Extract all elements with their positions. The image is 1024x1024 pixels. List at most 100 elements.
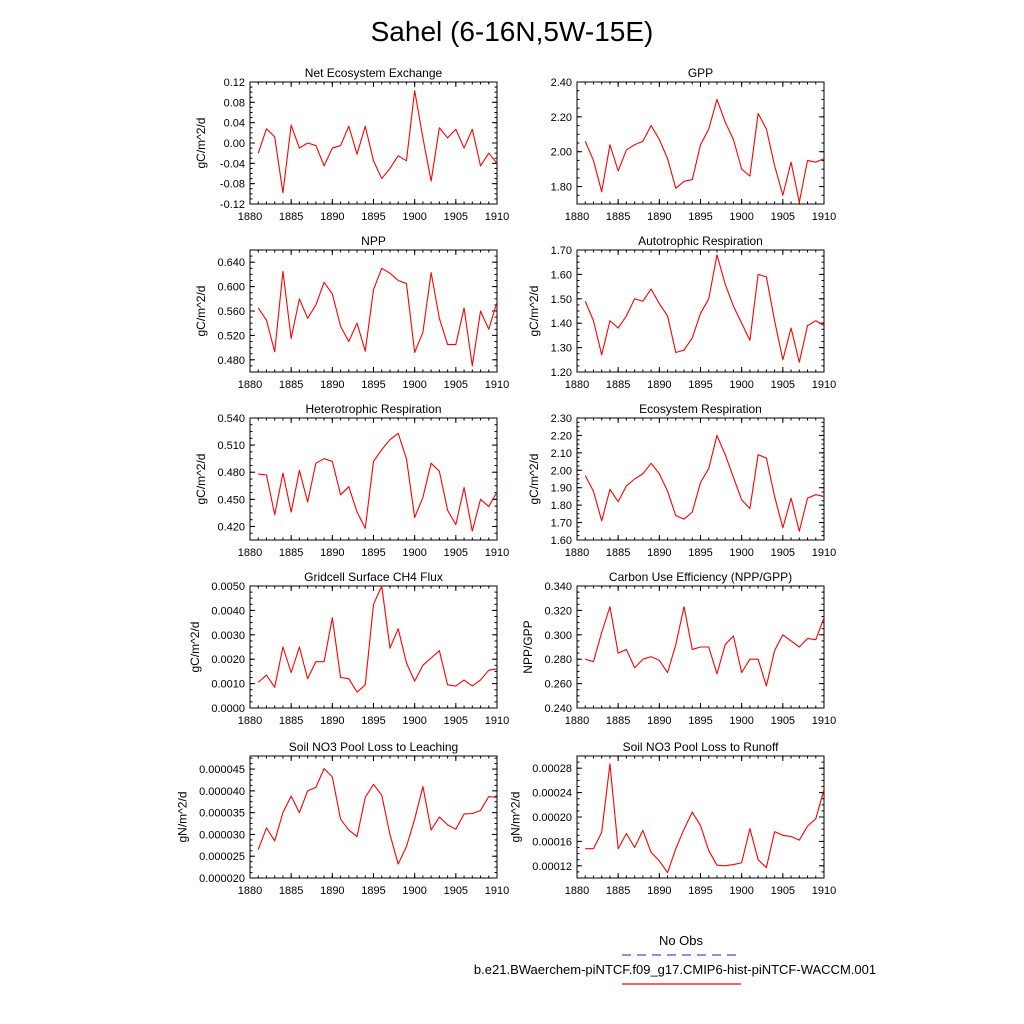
x-tick-label: 1900 <box>729 211 753 223</box>
x-tick-label: 1880 <box>565 379 589 391</box>
y-tick-label: 0.450 <box>217 494 245 506</box>
y-axis-label: gN/m^2/d <box>509 792 523 843</box>
x-tick-label: 1905 <box>444 885 468 897</box>
y-tick-label: 0.000020 <box>199 873 245 885</box>
x-tick-label: 1880 <box>238 547 262 559</box>
series-line-1 <box>257 768 498 865</box>
series-line-1 <box>257 585 498 693</box>
y-tick-label: 2.20 <box>551 112 572 124</box>
plot-frame <box>576 417 825 541</box>
panel-title: Soil NO3 Pool Loss to Leaching <box>289 740 458 754</box>
x-tick-label: 1890 <box>647 211 671 223</box>
x-tick-label: 1910 <box>485 885 509 897</box>
y-tick-label: 0.0020 <box>211 654 245 666</box>
y-tick-label: 0.520 <box>217 330 245 342</box>
x-tick-label: 1885 <box>606 211 630 223</box>
y-tick-label: 0.420 <box>217 521 245 533</box>
x-tick-label: 1885 <box>279 211 303 223</box>
x-tick-label: 1885 <box>606 885 630 897</box>
y-axis-label: gC/m^2/d <box>194 118 208 169</box>
plot-frame <box>576 755 825 879</box>
x-tick-label: 1880 <box>238 379 262 391</box>
y-tick-label: 1.90 <box>551 483 572 495</box>
x-tick-label: 1895 <box>361 547 385 559</box>
x-tick-label: 1885 <box>279 547 303 559</box>
x-tick-label: 1880 <box>565 715 589 727</box>
panel-title: Autotrophic Respiration <box>638 234 763 248</box>
x-tick-label: 1880 <box>238 885 262 897</box>
x-tick-label: 1910 <box>812 547 836 559</box>
panel-10: Soil NO3 Pool Loss to Runoff 1880 1885 1890… <box>509 740 837 897</box>
x-tick-label: 1880 <box>565 885 589 897</box>
x-tick-label: 1895 <box>688 885 712 897</box>
x-tick-label: 1910 <box>485 211 509 223</box>
y-tick-label: 2.40 <box>551 77 572 89</box>
y-tick-label: 0.480 <box>217 355 245 367</box>
series-line-1 <box>584 98 825 203</box>
x-tick-label: 1900 <box>402 547 426 559</box>
panels-group: Net Ecosystem Exchange 1880 1885 1890 1895 19… <box>175 66 836 897</box>
series-line-1 <box>584 434 825 532</box>
panel-6: Ecosystem Respiration 1880 1885 1890 1895 190… <box>527 402 836 559</box>
x-tick-label: 1890 <box>647 547 671 559</box>
x-tick-label: 1910 <box>485 379 509 391</box>
y-tick-label: 1.80 <box>551 500 572 512</box>
x-tick-label: 1910 <box>812 885 836 897</box>
plot-frame <box>249 249 498 373</box>
x-tick-label: 1895 <box>361 379 385 391</box>
y-tick-label: 0.300 <box>544 630 572 642</box>
x-tick-label: 1910 <box>812 211 836 223</box>
series-line-1 <box>257 90 498 194</box>
x-tick-label: 1885 <box>279 715 303 727</box>
x-tick-label: 1905 <box>444 211 468 223</box>
x-tick-label: 1890 <box>320 379 344 391</box>
x-tick-label: 1900 <box>729 885 753 897</box>
x-tick-label: 1900 <box>402 379 426 391</box>
series-line-1 <box>584 254 825 363</box>
series-line-1 <box>585 763 825 874</box>
y-tick-label: 1.60 <box>551 269 572 281</box>
x-tick-label: 1905 <box>771 715 795 727</box>
y-tick-label: 1.50 <box>551 294 572 306</box>
y-tick-label: 0.000030 <box>199 829 245 841</box>
y-tick-label: 2.10 <box>551 448 572 460</box>
x-tick-label: 1900 <box>729 547 753 559</box>
x-tick-label: 1890 <box>320 885 344 897</box>
x-tick-label: 1900 <box>729 379 753 391</box>
y-tick-label: 0.00024 <box>532 788 572 800</box>
y-tick-label: 0.0050 <box>211 581 245 593</box>
y-axis-label: gC/m^2/d <box>194 286 208 337</box>
series-line-1 <box>585 606 825 687</box>
panel-9: Soil NO3 Pool Loss to Leaching 1880 1885 18… <box>175 740 509 897</box>
x-tick-label: 1885 <box>279 885 303 897</box>
y-tick-label: -0.04 <box>220 158 245 170</box>
x-tick-label: 1895 <box>361 211 385 223</box>
plot-frame <box>249 81 498 205</box>
panel-3: NPP 1880 1885 1890 1895 1900 1905 1910 0.480 0.52… <box>194 234 509 391</box>
panel-title: GPP <box>688 66 713 80</box>
x-tick-label: 1885 <box>279 379 303 391</box>
x-tick-label: 1905 <box>771 379 795 391</box>
y-tick-label: 0.0010 <box>211 679 245 691</box>
x-tick-label: 1885 <box>606 715 630 727</box>
x-tick-label: 1900 <box>402 715 426 727</box>
y-tick-label: 0.000045 <box>199 764 245 776</box>
y-tick-label: 1.70 <box>551 245 572 257</box>
x-tick-label: 1895 <box>688 715 712 727</box>
y-tick-label: 0.0040 <box>211 605 245 617</box>
x-tick-label: 1890 <box>647 715 671 727</box>
x-tick-label: 1895 <box>688 547 712 559</box>
y-tick-label: -0.12 <box>220 199 245 211</box>
x-tick-label: 1910 <box>812 379 836 391</box>
x-tick-label: 1880 <box>565 547 589 559</box>
y-tick-label: 0.08 <box>224 97 245 109</box>
x-tick-label: 1890 <box>647 885 671 897</box>
plot-frame <box>249 755 498 879</box>
x-tick-label: 1910 <box>485 715 509 727</box>
series-line-1 <box>258 432 498 532</box>
x-tick-label: 1885 <box>606 379 630 391</box>
panel-5: Heterotrophic Respiration 1880 1885 1890 189… <box>194 402 509 559</box>
x-tick-label: 1910 <box>812 715 836 727</box>
y-tick-label: 0.00016 <box>532 836 572 848</box>
